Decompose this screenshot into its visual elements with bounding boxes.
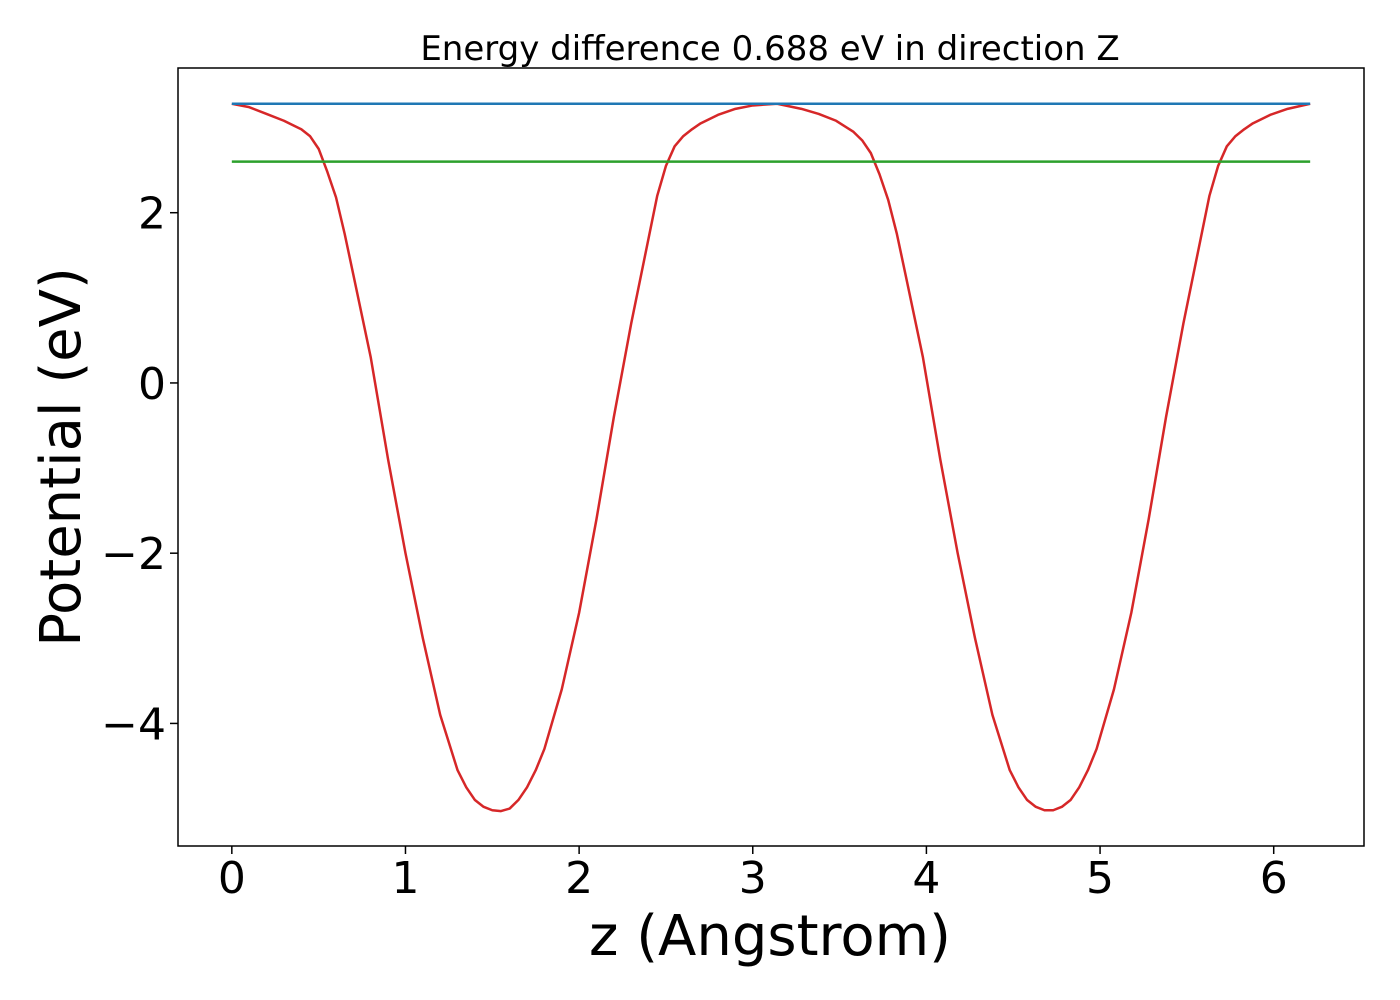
y-tick-label: −2 xyxy=(101,529,166,580)
chart-title: Energy difference 0.688 eV in direction … xyxy=(420,29,1119,69)
y-axis-ticks: −4 −2 0 2 xyxy=(101,189,178,750)
x-tick-label: 2 xyxy=(565,853,593,904)
axes-frame xyxy=(177,67,1365,847)
y-tick-label: −4 xyxy=(101,699,166,750)
x-axis-ticks: 0 1 2 3 4 5 6 xyxy=(218,846,1288,904)
y-axis-label: Potential (eV) xyxy=(29,267,94,647)
x-tick-label: 0 xyxy=(218,853,246,904)
y-tick-label: 2 xyxy=(138,189,166,240)
x-tick-label: 6 xyxy=(1260,853,1288,904)
series-layer xyxy=(231,102,1311,813)
x-tick-label: 1 xyxy=(391,853,419,904)
x-tick-label: 4 xyxy=(912,853,940,904)
plot-area xyxy=(177,67,1365,847)
x-tick-label: 3 xyxy=(739,853,767,904)
x-axis-label: z (Angstrom) xyxy=(589,904,951,969)
y-tick-label: 0 xyxy=(138,359,166,410)
x-tick-label: 5 xyxy=(1086,853,1114,904)
